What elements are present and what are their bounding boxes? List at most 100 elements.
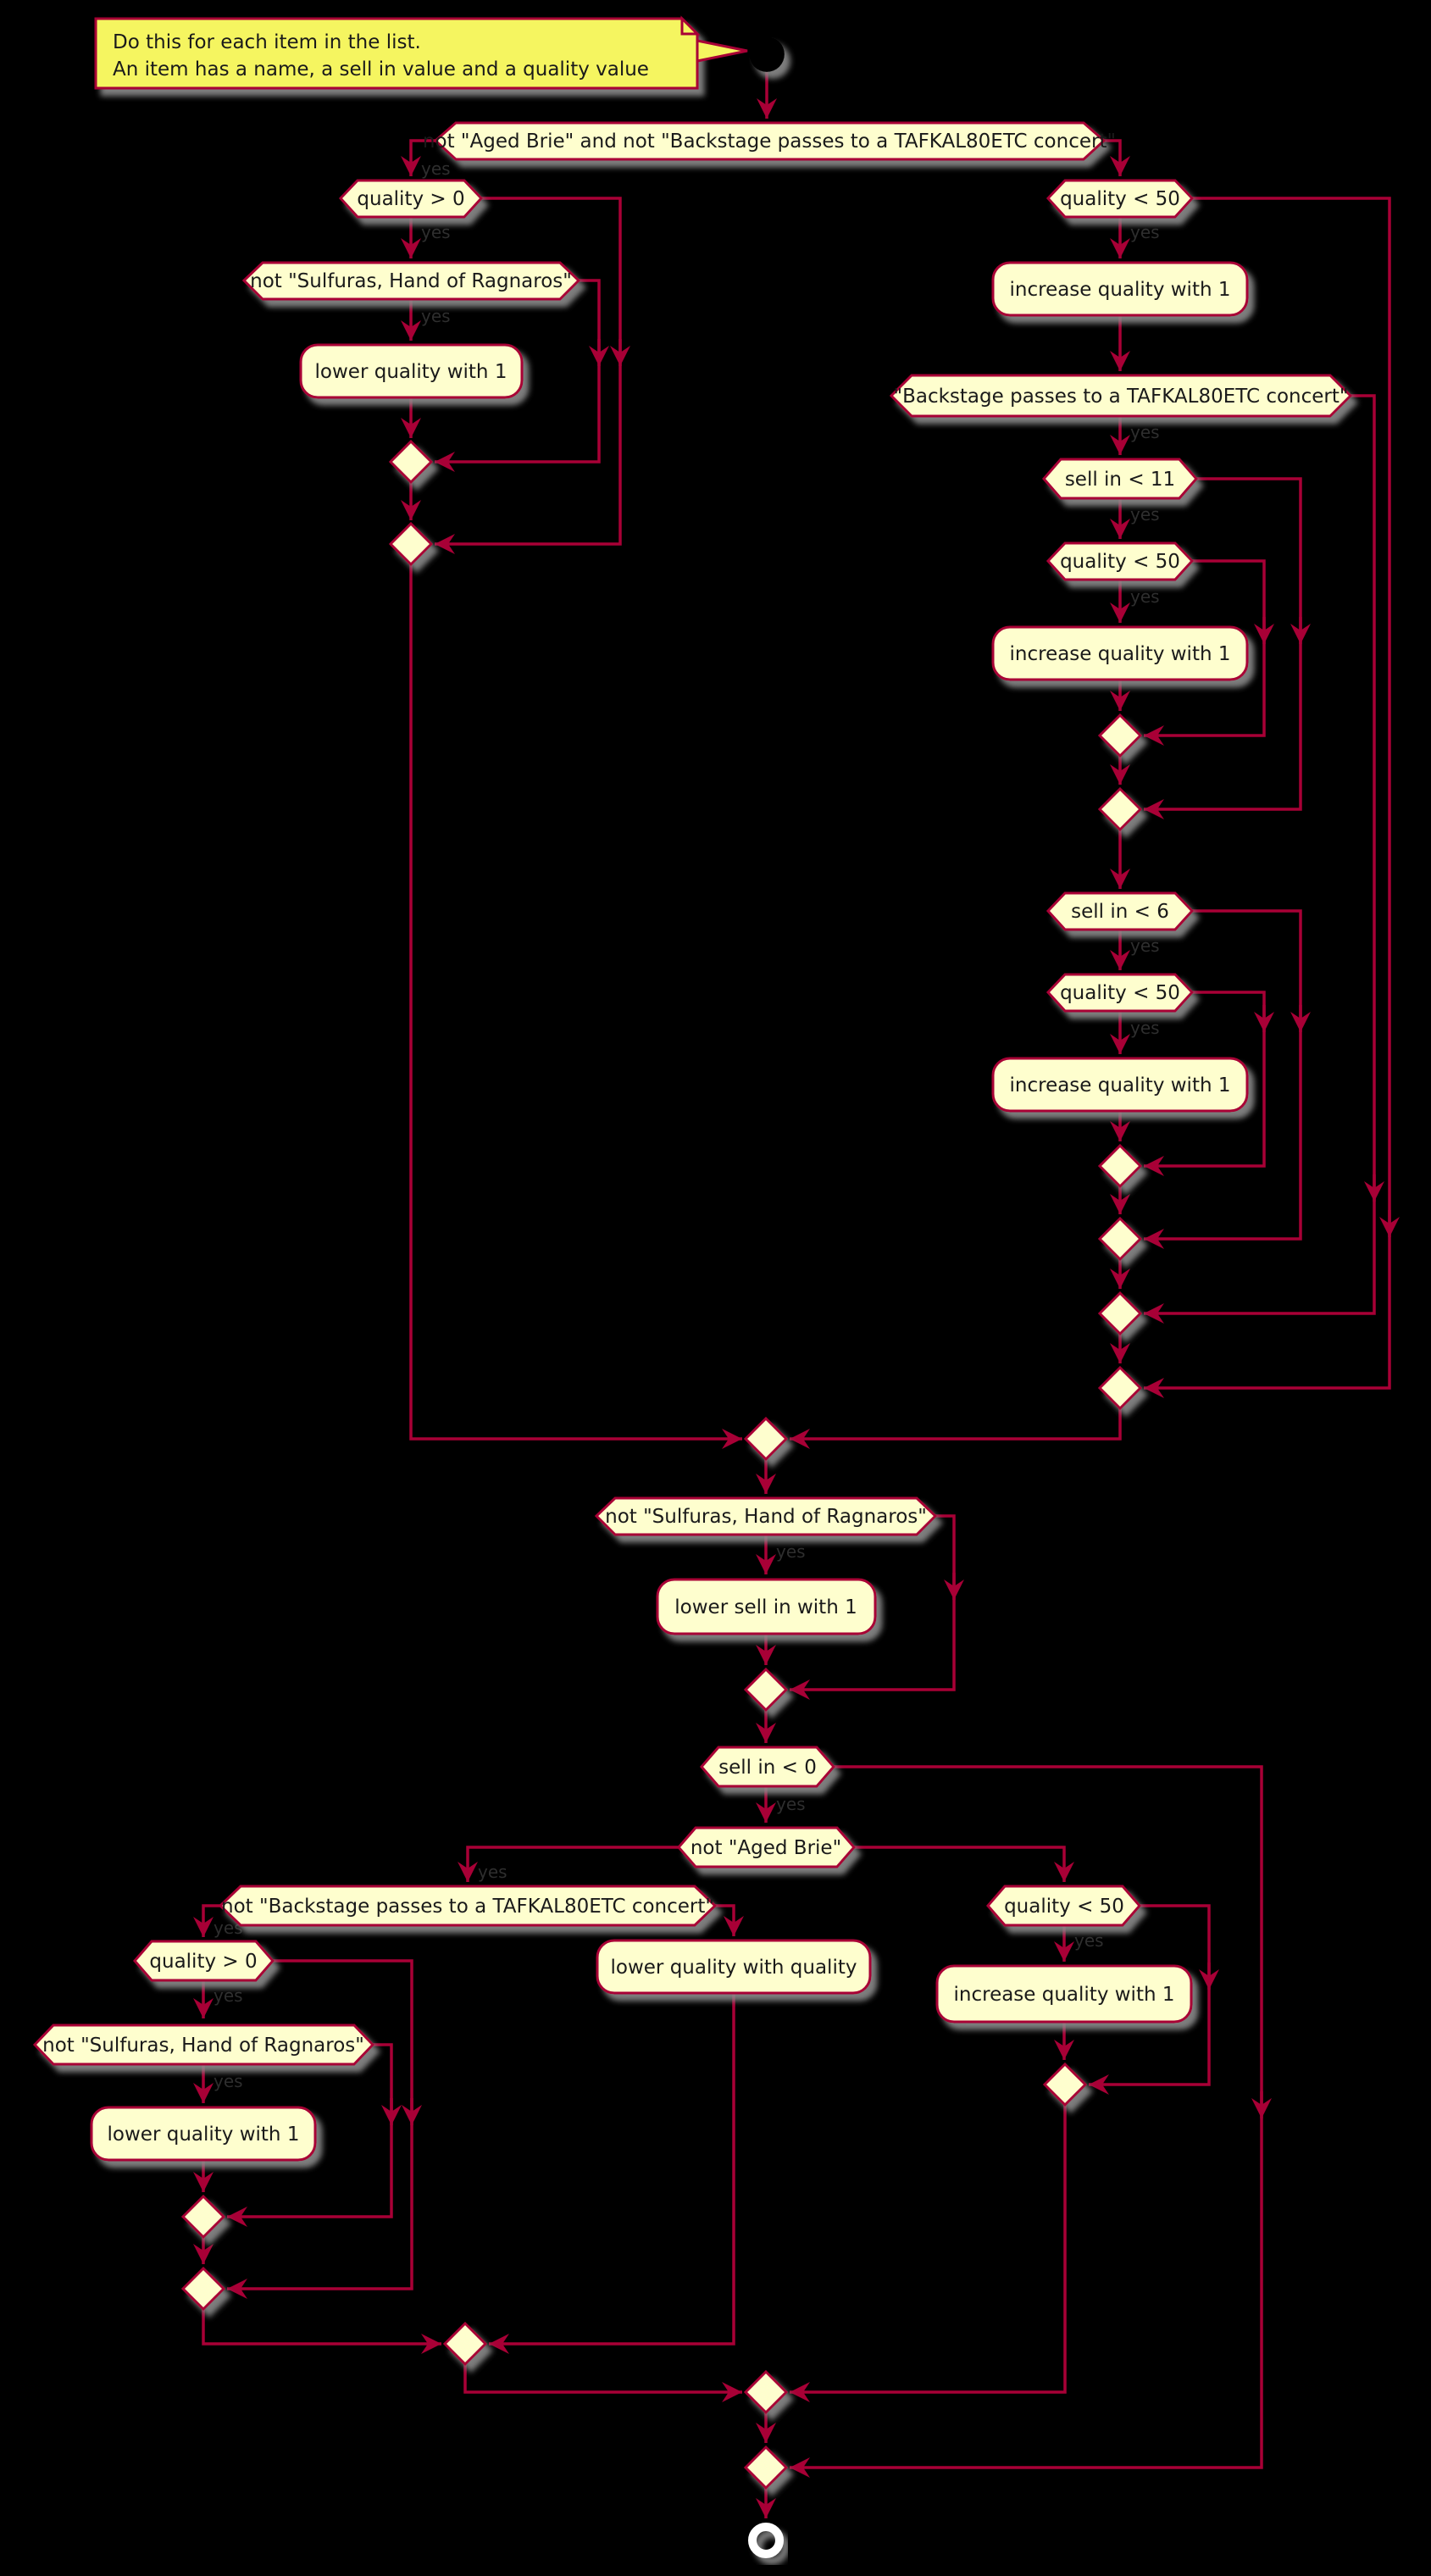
- edge-qlt50B-no: [1089, 1904, 1211, 2095]
- edge-notSulfM-no: [790, 1514, 956, 1700]
- condition-hexagon: [241, 261, 581, 301]
- condition-hexagon: [1046, 179, 1195, 219]
- action-label: increase quality with 1: [1010, 643, 1231, 665]
- edge-qgt0L-no: [435, 197, 622, 554]
- action-box: [90, 2106, 317, 2162]
- edge-dB3-dB5: [463, 2364, 742, 2402]
- edge-qlt50b-no: [1144, 559, 1266, 746]
- edge-backstage-no: [1144, 394, 1376, 1324]
- note-text-line1: Do this for each item in the list.: [113, 31, 421, 53]
- edge-sellin0-no: [790, 1765, 1263, 2478]
- merge-diamond-left1: [388, 439, 434, 485]
- node-cond-not-sulfuras-left: not "Sulfuras, Hand of Ragnaros": [241, 261, 581, 301]
- node-action-lower-quality-left: lower quality with 1: [299, 343, 524, 399]
- branch-label-yes: yes: [214, 2071, 243, 2091]
- edge-dB4-dB5: [790, 2105, 1067, 2402]
- node-action-lower-quality-bottom: lower quality with 1: [90, 2106, 317, 2162]
- action-box: [656, 1578, 877, 1635]
- merge-diamond-d4: [1097, 1365, 1143, 1411]
- edge-cond1-yes: [401, 139, 435, 176]
- condition-label: sell in < 0: [718, 1757, 817, 1779]
- node-cond-sell-in-lt-11: sell in < 11: [1042, 458, 1198, 500]
- node-cond-quality-gt-0-left: quality > 0: [338, 179, 484, 219]
- condition-hexagon: [1046, 541, 1195, 581]
- merge-diamond-bottom5: [743, 2369, 789, 2415]
- action-box: [299, 343, 524, 399]
- merge-diamond-after-sellin: [743, 1667, 789, 1713]
- condition-hexagon: [1042, 458, 1198, 500]
- branch-label-yes: yes: [1130, 504, 1160, 525]
- condition-label: not "Sulfuras, Hand of Ragnaros": [42, 2035, 364, 2057]
- branch-label-yes: yes: [1130, 586, 1160, 607]
- node-action-increase-quality-6: increase quality with 1: [991, 1057, 1249, 1113]
- branch-label-yes: yes: [1074, 1930, 1104, 1951]
- edge-notSulfB-no: [227, 2043, 393, 2227]
- merge-diamond-d3: [1097, 1291, 1143, 1336]
- node-cond-sell-in-lt-6: sell in < 6: [1046, 891, 1195, 931]
- node-cond-quality-gt-0-bottom: quality > 0: [133, 1940, 275, 1982]
- node-cond-not-sulfuras-mid: not "Sulfuras, Hand of Ragnaros": [594, 1496, 938, 1536]
- condition-hexagon: [433, 121, 1107, 161]
- condition-label: quality < 50: [1060, 551, 1180, 573]
- end-node: [748, 2523, 784, 2558]
- branch-label-yes: yes: [1130, 422, 1160, 442]
- node-cond-quality-lt-50-bottom: quality < 50: [986, 1885, 1141, 1927]
- condition-label: not "Backstage passes to a TAFKAL80ETC c…: [221, 1896, 714, 1918]
- node-cond-backstage: "Backstage passes to a TAFKAL80ETC conce…: [889, 374, 1353, 418]
- note: Do this for each item in the list. An it…: [94, 15, 748, 90]
- edge-lowerQQ-out: [489, 1993, 735, 2354]
- action-box: [991, 261, 1249, 317]
- condition-label: not "Aged Brie" and not "Backstage passe…: [423, 130, 1116, 153]
- merge-diamond-bottom2: [180, 2266, 226, 2312]
- node-cond-quality-lt-50-6: quality < 50: [1046, 973, 1195, 1013]
- condition-label: quality > 0: [357, 188, 464, 210]
- condition-label: quality < 50: [1004, 1896, 1124, 1918]
- edge-notBrie-no: [854, 1846, 1074, 1882]
- condition-hexagon: [1046, 973, 1195, 1013]
- merge-diamond-left2: [388, 521, 434, 567]
- condition-label: quality < 50: [1060, 188, 1180, 210]
- start-node: [749, 36, 785, 72]
- condition-hexagon: [133, 1940, 275, 1982]
- edge-notBackB-no: [715, 1904, 744, 1936]
- condition-hexagon: [677, 1826, 856, 1868]
- condition-hexagon: [594, 1496, 938, 1536]
- edge-notBrie-yes: [458, 1846, 679, 1882]
- action-label: lower quality with quality: [611, 1957, 857, 1979]
- condition-label: sell in < 6: [1071, 901, 1169, 923]
- edge-qlt50c-no: [1144, 991, 1266, 1176]
- node-action-lower-quality-with-quality: lower quality with quality: [596, 1939, 872, 1995]
- condition-hexagon: [986, 1885, 1141, 1927]
- node-action-increase-quality-11: increase quality with 1: [991, 625, 1249, 681]
- condition-hexagon: [889, 374, 1353, 418]
- note-text-line2: An item has a name, a sell in value and …: [113, 58, 649, 80]
- edge-d4-to-merge: [790, 1408, 1122, 1449]
- branch-label-yes: yes: [1130, 935, 1160, 956]
- branch-label-yes: yes: [421, 158, 451, 179]
- condition-hexagon: [1046, 891, 1195, 931]
- condition-label: not "Aged Brie": [691, 1837, 841, 1859]
- edge-sellin6-no: [1144, 909, 1302, 1249]
- branch-label-yes: yes: [421, 306, 451, 326]
- action-box: [596, 1939, 872, 1995]
- merge-diamond-main: [743, 1416, 789, 1462]
- merge-diamond-bottom6: [743, 2445, 789, 2490]
- action-label: lower quality with 1: [108, 2124, 300, 2146]
- edge-cond1-no: [1104, 139, 1130, 176]
- node-cond-quality-lt-50-11: quality < 50: [1046, 541, 1195, 581]
- branch-labels: yes yes yes yes yes yes yes yes yes yes …: [214, 158, 1160, 2091]
- node-action-increase-quality-top: increase quality with 1: [991, 261, 1249, 317]
- note-pointer: [696, 39, 748, 63]
- branch-label-yes: yes: [1130, 222, 1160, 242]
- branch-label-yes: yes: [478, 1862, 508, 1882]
- branch-label-yes: yes: [421, 222, 451, 242]
- node-cond-not-brie-not-backstage: not "Aged Brie" and not "Backstage passe…: [423, 121, 1116, 161]
- merge-diamond-d1: [1097, 713, 1143, 758]
- node-cond-not-backstage-bottom: not "Backstage passes to a TAFKAL80ETC c…: [218, 1885, 718, 1927]
- condition-hexagon: [32, 2024, 375, 2066]
- action-box: [991, 625, 1249, 681]
- action-label: increase quality with 1: [1010, 1074, 1231, 1096]
- condition-label: quality < 50: [1060, 982, 1180, 1004]
- node-cond-not-sulfuras-bottom: not "Sulfuras, Hand of Ragnaros": [32, 2024, 375, 2066]
